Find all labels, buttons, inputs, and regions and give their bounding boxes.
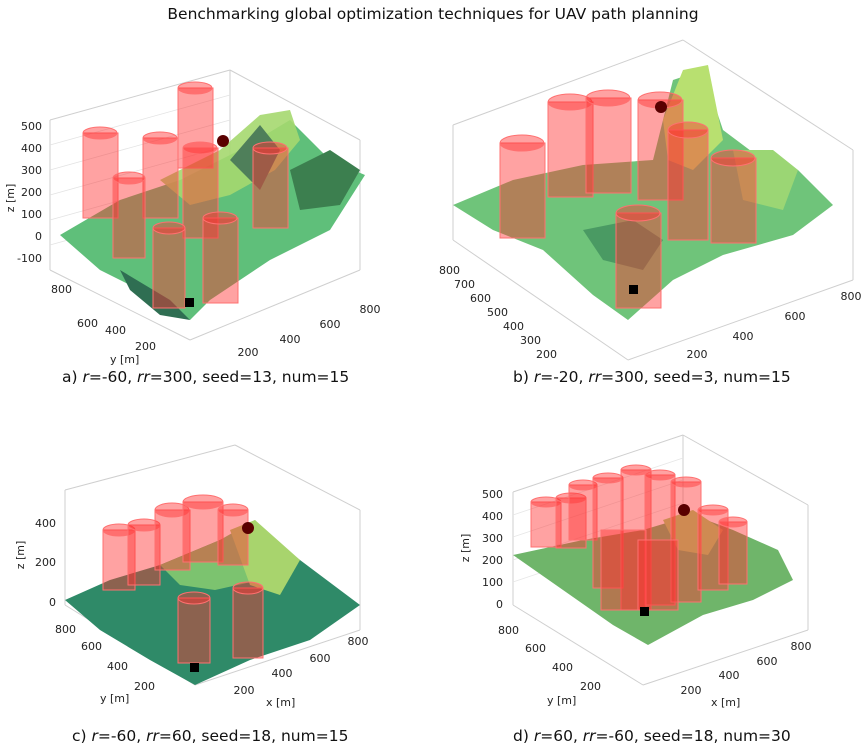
- svg-text:800: 800: [439, 264, 460, 277]
- z-axis-label: z [m]: [14, 541, 27, 570]
- x-ticks: 200 400 600 800: [687, 290, 862, 361]
- caption-c: c) r=-60, rr=60, seed=18, num=15: [72, 727, 349, 745]
- figure-title: Benchmarking global optimization techniq…: [167, 5, 699, 23]
- svg-text:600: 600: [81, 640, 102, 653]
- svg-text:800: 800: [498, 624, 519, 637]
- svg-text:800: 800: [360, 303, 381, 316]
- caption-d: d) r=60, rr=-60, seed=18, num=30: [513, 727, 791, 745]
- panel-d: 500 400 300 200 100 0 z [m] 800 600 400 …: [433, 380, 866, 752]
- svg-text:600: 600: [785, 310, 806, 323]
- svg-text:600: 600: [525, 642, 546, 655]
- svg-text:600: 600: [310, 652, 331, 665]
- svg-text:600: 600: [77, 317, 98, 330]
- y-ticks: 800 700 600 500 400 300 200: [439, 264, 557, 361]
- x-axis-label: x [m]: [711, 696, 740, 709]
- panel-c: 400 200 0 z [m] 800 600 400 200 y [m] 20…: [0, 380, 433, 752]
- svg-text:400: 400: [107, 660, 128, 673]
- svg-text:800: 800: [791, 640, 812, 653]
- svg-text:800: 800: [51, 283, 72, 296]
- panel-b-plot: 800 700 600 500 400 300 200 200 400 600 …: [439, 39, 862, 361]
- svg-text:0: 0: [49, 596, 56, 609]
- svg-text:600: 600: [757, 655, 778, 668]
- svg-text:800: 800: [55, 623, 76, 636]
- svg-text:400: 400: [105, 324, 126, 337]
- svg-text:0: 0: [35, 230, 42, 243]
- svg-text:200: 200: [35, 556, 56, 569]
- start-marker: [185, 298, 194, 307]
- svg-text:400: 400: [733, 330, 754, 343]
- svg-text:600: 600: [320, 318, 341, 331]
- svg-text:500: 500: [482, 488, 503, 501]
- svg-text:400: 400: [21, 142, 42, 155]
- svg-text:500: 500: [487, 306, 508, 319]
- svg-text:200: 200: [238, 346, 259, 359]
- svg-text:-100: -100: [17, 252, 42, 265]
- y-ticks: 800 600 400 200: [55, 623, 155, 693]
- z-ticks: 400 200 0: [35, 517, 56, 609]
- panel-b: 800 700 600 500 400 300 200 200 400 600 …: [433, 30, 866, 386]
- y-ticks: 800 600 400 200: [51, 283, 156, 353]
- svg-text:700: 700: [454, 278, 475, 291]
- panel-a: 500 400 300 200 100 0 -100 z [m] 800 600…: [0, 30, 433, 386]
- panel-a-plot: 500 400 300 200 100 0 -100 z [m] 800 600…: [4, 69, 381, 366]
- svg-text:200: 200: [482, 554, 503, 567]
- svg-text:400: 400: [719, 669, 740, 682]
- x-ticks: 200 400 600 800: [234, 635, 369, 697]
- svg-text:300: 300: [482, 532, 503, 545]
- x-ticks: 200 400 600 800: [681, 640, 812, 697]
- z-ticks: 500 400 300 200 100 0 -100: [17, 120, 42, 265]
- svg-text:600: 600: [470, 292, 491, 305]
- start-marker: [629, 285, 638, 294]
- svg-text:200: 200: [21, 186, 42, 199]
- z-axis-label: z [m]: [459, 534, 472, 563]
- svg-text:0: 0: [496, 598, 503, 611]
- svg-text:200: 200: [687, 348, 708, 361]
- svg-text:100: 100: [21, 208, 42, 221]
- start-marker: [640, 607, 649, 616]
- svg-text:800: 800: [348, 635, 369, 648]
- svg-text:400: 400: [503, 320, 524, 333]
- svg-text:300: 300: [21, 164, 42, 177]
- goal-marker: [242, 522, 254, 534]
- svg-text:800: 800: [841, 290, 862, 303]
- y-ticks: 800 600 400 200: [498, 624, 601, 693]
- caption-b: b) r=-20, rr=300, seed=3, num=15: [513, 368, 791, 386]
- svg-text:200: 200: [580, 680, 601, 693]
- y-axis-label: y [m]: [110, 353, 139, 366]
- panel-c-plot: 400 200 0 z [m] 800 600 400 200 y [m] 20…: [14, 444, 369, 709]
- svg-text:400: 400: [272, 667, 293, 680]
- y-axis-label: y [m]: [547, 694, 576, 707]
- x-ticks: 200 400 600 800: [238, 303, 381, 359]
- svg-text:200: 200: [135, 340, 156, 353]
- svg-text:400: 400: [482, 510, 503, 523]
- svg-text:300: 300: [520, 334, 541, 347]
- caption-a: a) r=-60, rr=300, seed=13, num=15: [62, 368, 350, 386]
- start-marker: [190, 663, 199, 672]
- goal-marker: [217, 135, 229, 147]
- svg-text:400: 400: [552, 661, 573, 674]
- z-ticks: 500 400 300 200 100 0: [482, 488, 503, 611]
- goal-marker: [655, 101, 667, 113]
- svg-text:200: 200: [134, 680, 155, 693]
- y-axis-label: y [m]: [100, 692, 129, 705]
- svg-text:500: 500: [21, 120, 42, 133]
- svg-text:200: 200: [234, 684, 255, 697]
- svg-text:400: 400: [35, 517, 56, 530]
- goal-marker: [678, 504, 690, 516]
- x-axis-label: x [m]: [266, 696, 295, 709]
- z-axis-label: z [m]: [4, 184, 17, 213]
- svg-text:100: 100: [482, 576, 503, 589]
- panel-d-plot: 500 400 300 200 100 0 z [m] 800 600 400 …: [459, 434, 812, 709]
- svg-text:200: 200: [536, 348, 557, 361]
- svg-text:400: 400: [280, 333, 301, 346]
- svg-text:200: 200: [681, 684, 702, 697]
